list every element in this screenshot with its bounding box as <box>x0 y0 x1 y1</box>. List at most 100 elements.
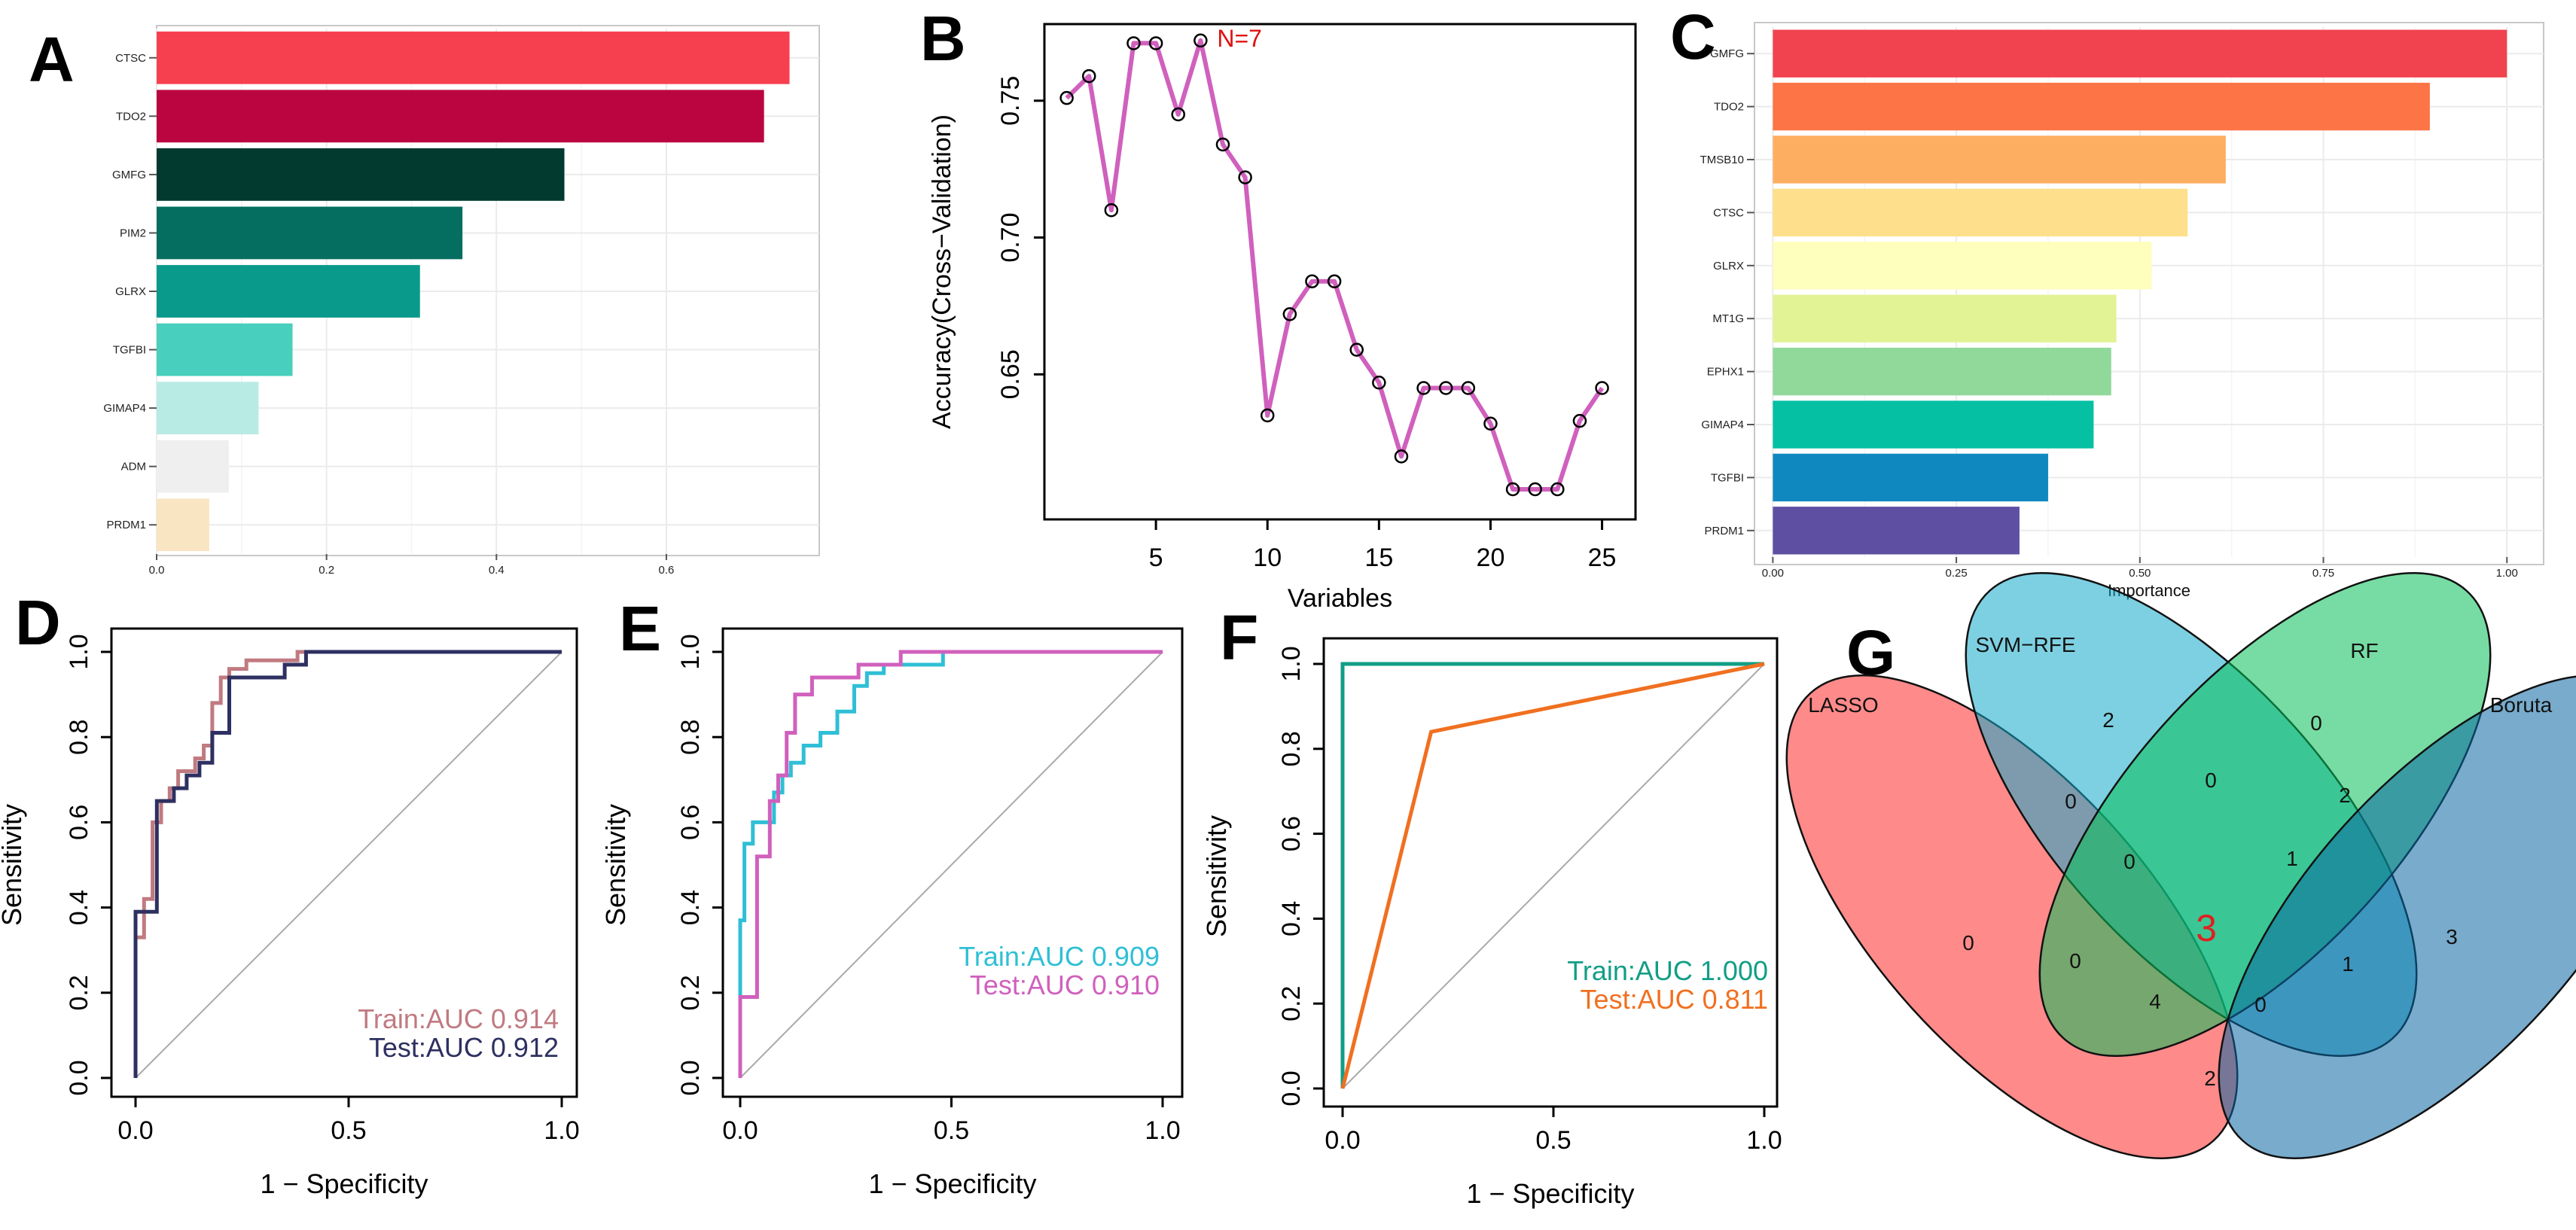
roc-curve <box>133 650 562 1078</box>
y-tick-label: 0.4 <box>1277 901 1306 936</box>
x-tick-label: 1.0 <box>544 1116 579 1145</box>
panel-d: D 0.0 0.5 1.0 0.0 0.2 0.4 0.6 0.8 1.0 1 − Specifi… <box>0 587 580 1199</box>
bar <box>157 440 229 493</box>
venn-set-label: RF <box>2350 639 2378 662</box>
data-point <box>1282 307 1297 321</box>
data-point <box>1595 381 1609 395</box>
x-tick-label: 5 <box>1149 543 1163 572</box>
x-axis-title: Variables <box>1288 584 1392 613</box>
x-tick-label: 0.4 <box>489 564 505 577</box>
x-tick-label: 1.0 <box>1746 1126 1782 1155</box>
x-tick-label: 0.50 <box>2129 567 2151 580</box>
y-tick-label: PRDM1 <box>1704 525 1744 537</box>
roc-curve <box>738 650 1163 1078</box>
data-point <box>1148 36 1163 50</box>
y-tick-label: 0.4 <box>676 890 705 925</box>
panel-label-f: F <box>1220 602 1258 673</box>
y-tick-label: 0.6 <box>1277 816 1306 851</box>
y-tick-label: GIMAP4 <box>1701 419 1744 431</box>
venn-region-count: 2 <box>2339 784 2351 807</box>
data-point <box>1461 381 1476 395</box>
panel-d-plot: 0.0 0.5 1.0 0.0 0.2 0.4 0.6 0.8 1.0 1 − Specifici… <box>0 634 580 1199</box>
venn-region-count: 2 <box>2204 1067 2216 1090</box>
y-tick-label: 0.6 <box>676 805 705 840</box>
y-tick-label: ADM <box>121 461 146 473</box>
roc-curve <box>133 650 562 1078</box>
bar <box>1773 400 2094 449</box>
annotation-n7: N=7 <box>1217 25 1262 52</box>
y-axis-title: Sensitivity <box>600 804 631 926</box>
y-tick-label: 0.6 <box>65 805 93 840</box>
panel-label-a: A <box>29 24 75 95</box>
y-tick-label: TDO2 <box>116 110 146 123</box>
data-point <box>1505 482 1520 497</box>
y-tick-label: TGFBI <box>1711 471 1744 484</box>
panel-label-e: E <box>619 593 661 664</box>
venn-region-count: 3 <box>2446 925 2458 948</box>
y-tick-label: GLRX <box>1713 260 1744 272</box>
panel-e: E 0.0 0.5 1.0 0.0 0.2 0.4 0.6 0.8 1.0 1 − Specifi… <box>600 593 1184 1199</box>
venn-region-count: 1 <box>2286 847 2298 870</box>
x-tick-label: 0.00 <box>1762 567 1784 580</box>
data-point <box>1305 274 1319 288</box>
y-tick-label: 1.0 <box>65 634 93 669</box>
y-tick-label: TDO2 <box>1714 101 1744 114</box>
data-point <box>1059 90 1074 105</box>
x-tick-label: 0.6 <box>658 564 674 577</box>
panel-f-plot: 0.0 0.5 1.0 0.0 0.2 0.4 0.6 0.8 1.0 1 − Specifici… <box>1201 646 1782 1209</box>
venn-set-label: Boruta <box>2490 693 2553 717</box>
venn-region-count: 0 <box>2123 850 2135 873</box>
x-tick-label: 1.0 <box>1145 1116 1180 1145</box>
x-tick-label: 10 <box>1253 543 1282 572</box>
data-point <box>1171 107 1185 122</box>
bar <box>1773 242 2152 290</box>
y-tick-label: GIMAP4 <box>103 402 146 415</box>
bar <box>157 206 463 260</box>
panel-a: A CTSC TDO2 GMFG PIM2 GLRX TGFBI GIMAP4 ADM PRDM… <box>29 24 820 577</box>
bar <box>157 90 764 143</box>
y-tick-label: 0.70 <box>996 212 1025 262</box>
x-axis-title: 1 − Specificity <box>260 1168 428 1199</box>
x-tick-label: 1.00 <box>2496 567 2518 580</box>
x-tick-label: 0.5 <box>331 1116 366 1145</box>
venn-region-count: 3 <box>2196 907 2217 949</box>
y-tick-label: 0.0 <box>1277 1070 1306 1106</box>
panel-label-d: D <box>15 587 61 658</box>
y-tick-label: GMFG <box>112 169 146 181</box>
bar <box>157 31 790 84</box>
data-point <box>1394 449 1409 464</box>
y-tick-label: 0.2 <box>676 975 705 1010</box>
panel-b: B N=7 5 10 15 20 25 0.65 0.70 0.75 Variables Accur… <box>920 3 1637 613</box>
venn-region-count: 4 <box>2149 990 2161 1013</box>
y-tick-label: 0.8 <box>676 720 705 755</box>
bar <box>1773 453 2048 502</box>
y-axis-title: Sensitivity <box>0 804 27 926</box>
venn-region-count: 0 <box>2254 993 2267 1016</box>
data-point <box>1327 274 1342 288</box>
panel-a-plot: CTSC TDO2 GMFG PIM2 GLRX TGFBI GIMAP4 ADM PRDM1 0… <box>103 29 819 577</box>
bar <box>1773 188 2188 237</box>
data-point <box>1528 482 1542 497</box>
panel-b-frame <box>1043 23 1637 521</box>
bar <box>157 148 565 201</box>
y-tick-label: 0.0 <box>676 1060 705 1095</box>
y-tick-label: 0.8 <box>1277 731 1306 766</box>
panel-label-b: B <box>920 3 966 74</box>
x-tick-label: 0.25 <box>1945 567 1967 580</box>
bar <box>1773 507 2020 555</box>
venn-region-count: 0 <box>2069 949 2081 973</box>
y-axis-title: Accuracy(Cross−Validation) <box>928 114 956 429</box>
venn-region-count: 0 <box>2065 790 2077 813</box>
data-point <box>1260 408 1275 423</box>
bar <box>157 382 259 435</box>
venn-diagram: LASSO SVM−RFE RF Boruta 0 2 0 3 0 0 2 0 1 3 0 1 4 0 2 <box>1785 572 2576 1159</box>
bar <box>1773 82 2430 131</box>
y-tick-label: 0.65 <box>996 349 1025 399</box>
panel-c: C GMFG TDO2 TMSB10 CTSC GLRX MT1G EPHX1 GIMAP4 T… <box>1670 2 2544 600</box>
y-tick-label: 0.2 <box>65 975 93 1010</box>
x-tick-label: 0.2 <box>319 564 334 577</box>
x-tick-label: 15 <box>1364 543 1393 572</box>
x-tick-label: 0.5 <box>1535 1126 1571 1155</box>
